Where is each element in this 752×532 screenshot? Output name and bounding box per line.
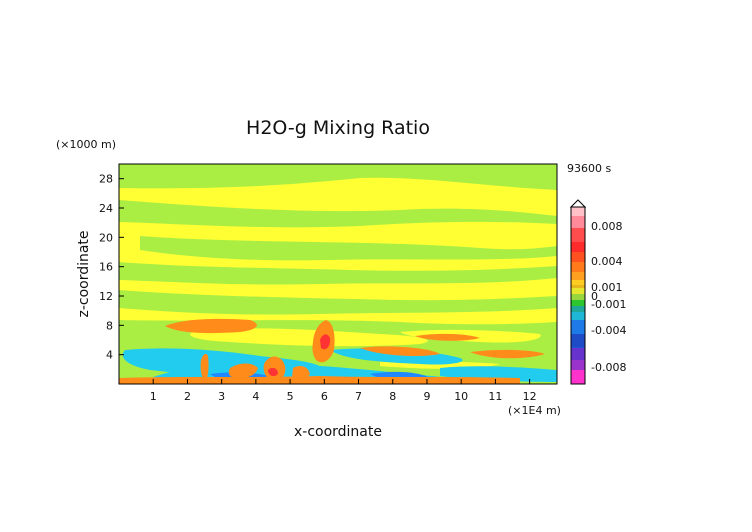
plot-area	[119, 164, 557, 384]
y-tick-label: 12	[99, 290, 113, 303]
colorbar-swatch	[571, 272, 585, 280]
contour-band	[119, 262, 557, 285]
colorbar-swatch	[571, 360, 585, 370]
colorbar-swatch	[571, 348, 585, 360]
colorbar-label: -0.004	[591, 324, 626, 337]
x-tick-label: 3	[218, 390, 225, 403]
contour-band	[320, 334, 331, 350]
contour-band	[119, 290, 557, 315]
contour-band	[228, 363, 258, 379]
plot-frame	[118, 163, 558, 385]
colorbar-label: 0.001	[591, 281, 623, 294]
x-tick-label: 10	[454, 390, 468, 403]
colorbar-arrow	[569, 199, 587, 208]
contour-band	[470, 349, 545, 359]
colorbar-label: 0.004	[591, 255, 623, 268]
colorbar-swatch	[571, 334, 585, 348]
y-tick-label: 16	[99, 261, 113, 274]
colorbar-swatch	[571, 242, 585, 252]
colorbar-swatch	[571, 262, 585, 272]
contour-band	[119, 376, 520, 384]
colorbar-swatch	[571, 280, 585, 288]
colorbar-swatch	[571, 288, 585, 294]
colorbar-label: -0.001	[591, 298, 626, 311]
y-tick-label: 20	[99, 231, 113, 244]
colorbar-swatch	[571, 252, 585, 262]
y-tick-label: 4	[106, 349, 113, 362]
colorbar-swatch	[571, 306, 585, 312]
contour-band	[415, 333, 480, 341]
chart-title: H2O-g Mixing Ratio	[246, 117, 430, 139]
colorbar-label: 0	[591, 290, 598, 303]
contour-band	[190, 328, 428, 347]
x-unit-label: (×1E4 m)	[508, 404, 561, 417]
x-tick-label: 6	[321, 390, 328, 403]
y-tick-label: 28	[99, 173, 113, 186]
x-tick-label: 1	[150, 390, 157, 403]
contour-band	[268, 367, 278, 377]
colorbar-swatch	[571, 216, 585, 228]
colorbar-swatch	[571, 207, 585, 216]
contour-band	[119, 200, 557, 228]
contour-band	[160, 214, 212, 221]
colorbar-label: -0.008	[591, 361, 626, 374]
x-tick-label: 7	[355, 390, 362, 403]
y-tick-label: 24	[99, 202, 113, 215]
colorbar-label: 0.008	[591, 220, 623, 233]
contour-band	[360, 346, 440, 356]
y-tick-label: 8	[106, 319, 113, 332]
y-axis-label: z-coordinate	[76, 230, 92, 317]
x-tick-label: 2	[184, 390, 191, 403]
x-tick-label: 11	[488, 390, 502, 403]
x-tick-label: 4	[252, 390, 259, 403]
x-tick-label: 9	[423, 390, 430, 403]
x-tick-label: 8	[389, 390, 396, 403]
colorbar-swatch	[571, 228, 585, 242]
colorbar-swatch	[571, 300, 585, 306]
contour-band	[119, 164, 557, 190]
colorbar-swatch	[571, 370, 585, 384]
contour-band	[140, 236, 557, 261]
y-axis: 4 8 12 16 20 24 28	[99, 173, 124, 362]
x-axis: 1 2 3 4 5 6 7 8 9 10 11 12	[150, 379, 537, 403]
x-tick-label: 5	[287, 390, 294, 403]
x-axis-label: x-coordinate	[294, 424, 382, 440]
y-unit-label: (×1000 m)	[56, 138, 116, 151]
x-tick-label: 12	[523, 390, 537, 403]
contour-band	[165, 318, 257, 334]
time-label: 93600 s	[567, 162, 611, 175]
colorbar-swatch	[571, 320, 585, 334]
contour-band	[200, 353, 209, 382]
colorbar-swatch	[571, 294, 585, 300]
